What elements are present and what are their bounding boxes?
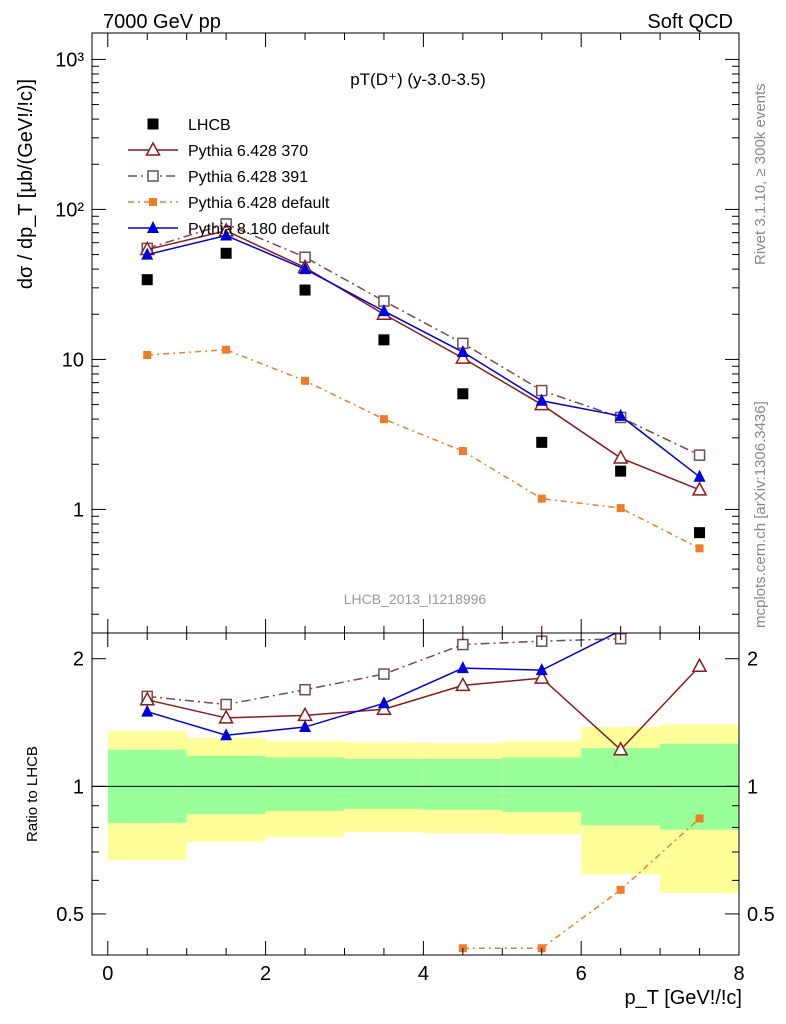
point-pythia-8-180-default (693, 469, 706, 482)
ratio-point-pythia-6-428-370 (533, 669, 550, 684)
line-pythia-6-428-default (147, 348, 700, 550)
point-pythia-8-180-default (377, 304, 390, 317)
ratio-y-tick-label: 1 (73, 776, 84, 798)
ratio-y-tick-label: 0.5 (56, 904, 84, 926)
legend: LHCB Pythia 6.428 370 Pythia 6.428 391 Pyth… (128, 117, 330, 238)
point-pythia-8-180-default (456, 345, 469, 358)
main-y-tick-label: 10³ (55, 49, 84, 71)
legend-marker-pythia-6-428-default (149, 198, 157, 206)
point-pythia-8-180-default (535, 393, 548, 406)
band-inner (344, 759, 424, 809)
main-y-tick-label: 10² (55, 199, 84, 221)
legend-label-pythia-6-428-default: Pythia 6.428 default (188, 195, 330, 212)
ratio-point-pythia-8-180-default (299, 720, 312, 733)
ratio-point-pythia-8-180-default (377, 696, 390, 709)
point-lhcb (299, 284, 311, 296)
ratio-point-pythia-6-428-391 (457, 638, 469, 651)
point-lhcb (457, 388, 469, 400)
main-y-axis-label: dσ / dp_T [μb/(GeV!/!c)] (15, 79, 37, 289)
point-pythia-6-428-default (616, 504, 625, 513)
main-y-tick-label: 1 (73, 499, 84, 521)
ratio-point-pythia-8-180-default (535, 663, 548, 676)
ratio-line-pythia-6-428-370 (147, 665, 701, 751)
point-lhcb (694, 527, 706, 539)
watermark: LHCB_2013_I1218996 (344, 591, 487, 607)
line-pythia-6-428-391 (147, 223, 700, 456)
point-pythia-6-428-370 (455, 349, 471, 364)
point-lhcb (141, 274, 153, 286)
header-left: 7000 GeV pp (103, 11, 221, 33)
point-pythia-6-428-default (301, 376, 310, 385)
side-label-top: Rivet 3.1.10, ≥ 300k events (752, 83, 769, 265)
ratio-uncertainty-bands (107, 724, 739, 894)
legend-marker-lhcb (147, 118, 159, 130)
ratio-frame (91, 632, 740, 956)
axis-ticks: 1 10 10² 10³ 0 2 4 6 8 0.5 0.5 1 1 2 2 (55, 33, 775, 985)
x-tick-label: 2 (260, 963, 271, 985)
legend-label-lhcb: LHCB (188, 117, 231, 134)
ratio-y-tick-label-right: 1 (747, 776, 758, 798)
point-pythia-6-428-370 (612, 449, 629, 464)
legend-label-pythia-8-180-default: Pythia 8.180 default (188, 221, 330, 238)
point-pythia-6-428-default (537, 494, 546, 503)
ratio-point-pythia-6-428-370 (218, 709, 234, 724)
point-pythia-6-428-default (695, 544, 704, 553)
legend-marker-pythia-6-428-370 (145, 141, 161, 156)
point-pythia-8-180-default (141, 247, 154, 260)
ratio-point-pythia-6-428-391 (220, 698, 232, 711)
plot-frames (91, 32, 740, 956)
ratio-line-pythia-8-180-default (147, 633, 618, 736)
ratio-y-axis-label: Ratio to LHCB (24, 746, 41, 842)
legend-marker-pythia-8-180-default (147, 221, 159, 233)
point-pythia-6-428-370 (691, 481, 708, 496)
chart-title: pT(D⁺) (y-3.0-3.5) (350, 70, 486, 89)
ratio-point-pythia-6-428-391 (378, 668, 390, 680)
ratio-line-pythia-6-428-391 (147, 633, 628, 706)
band-inner (423, 759, 503, 810)
x-tick-label: 6 (576, 963, 587, 985)
ratio-y-tick-label: 2 (73, 649, 84, 671)
ratio-point-pythia-6-428-default (695, 814, 704, 823)
x-axis-label: p_T [GeV!/!c] (625, 987, 742, 1009)
ratio-point-pythia-6-428-370 (612, 741, 629, 756)
x-tick-label: 4 (418, 963, 429, 985)
ratio-point-pythia-6-428-391 (299, 683, 311, 696)
point-pythia-6-428-default (222, 345, 231, 354)
line-pythia-6-428-370 (147, 230, 700, 491)
point-lhcb (615, 465, 627, 477)
ratio-y-tick-label-right: 0.5 (747, 904, 775, 926)
header-right: Soft QCD (647, 11, 733, 33)
point-pythia-6-428-default (143, 351, 152, 360)
point-pythia-8-180-default (614, 408, 627, 421)
point-pythia-8-180-default (299, 262, 312, 275)
legend-label-pythia-6-428-391: Pythia 6.428 391 (188, 169, 308, 186)
x-tick-label: 0 (102, 963, 113, 985)
point-pythia-6-428-391 (693, 449, 706, 461)
side-label-bottom: mcplots.cern.ch [arXiv:1306.3436] (752, 401, 769, 628)
legend-marker-pythia-6-428-391 (147, 170, 159, 182)
ratio-point-pythia-8-180-default (141, 704, 154, 717)
line-pythia-8-180-default (147, 234, 701, 478)
point-lhcb (378, 334, 390, 346)
ratio-point-pythia-6-428-370 (455, 676, 471, 692)
point-lhcb (220, 247, 232, 259)
ratio-point-pythia-8-180-default (220, 728, 233, 741)
ratio-point-pythia-8-180-default (456, 661, 469, 674)
band-inner (502, 757, 582, 812)
ratio-point-pythia-6-428-370 (691, 657, 708, 672)
band-inner (186, 755, 266, 815)
point-pythia-6-428-default (458, 447, 467, 456)
band-inner (265, 757, 345, 811)
point-pythia-6-428-default (379, 415, 388, 424)
point-lhcb (536, 436, 548, 448)
main-plot-series (139, 218, 708, 553)
legend-label-pythia-6-428-370: Pythia 6.428 370 (188, 143, 308, 160)
x-tick-label: 8 (733, 963, 744, 985)
ratio-y-tick-label-right: 2 (747, 649, 758, 671)
point-pythia-8-180-default (220, 228, 233, 241)
ratio-point-pythia-6-428-default (616, 885, 625, 894)
main-y-tick-label: 10 (62, 349, 84, 371)
